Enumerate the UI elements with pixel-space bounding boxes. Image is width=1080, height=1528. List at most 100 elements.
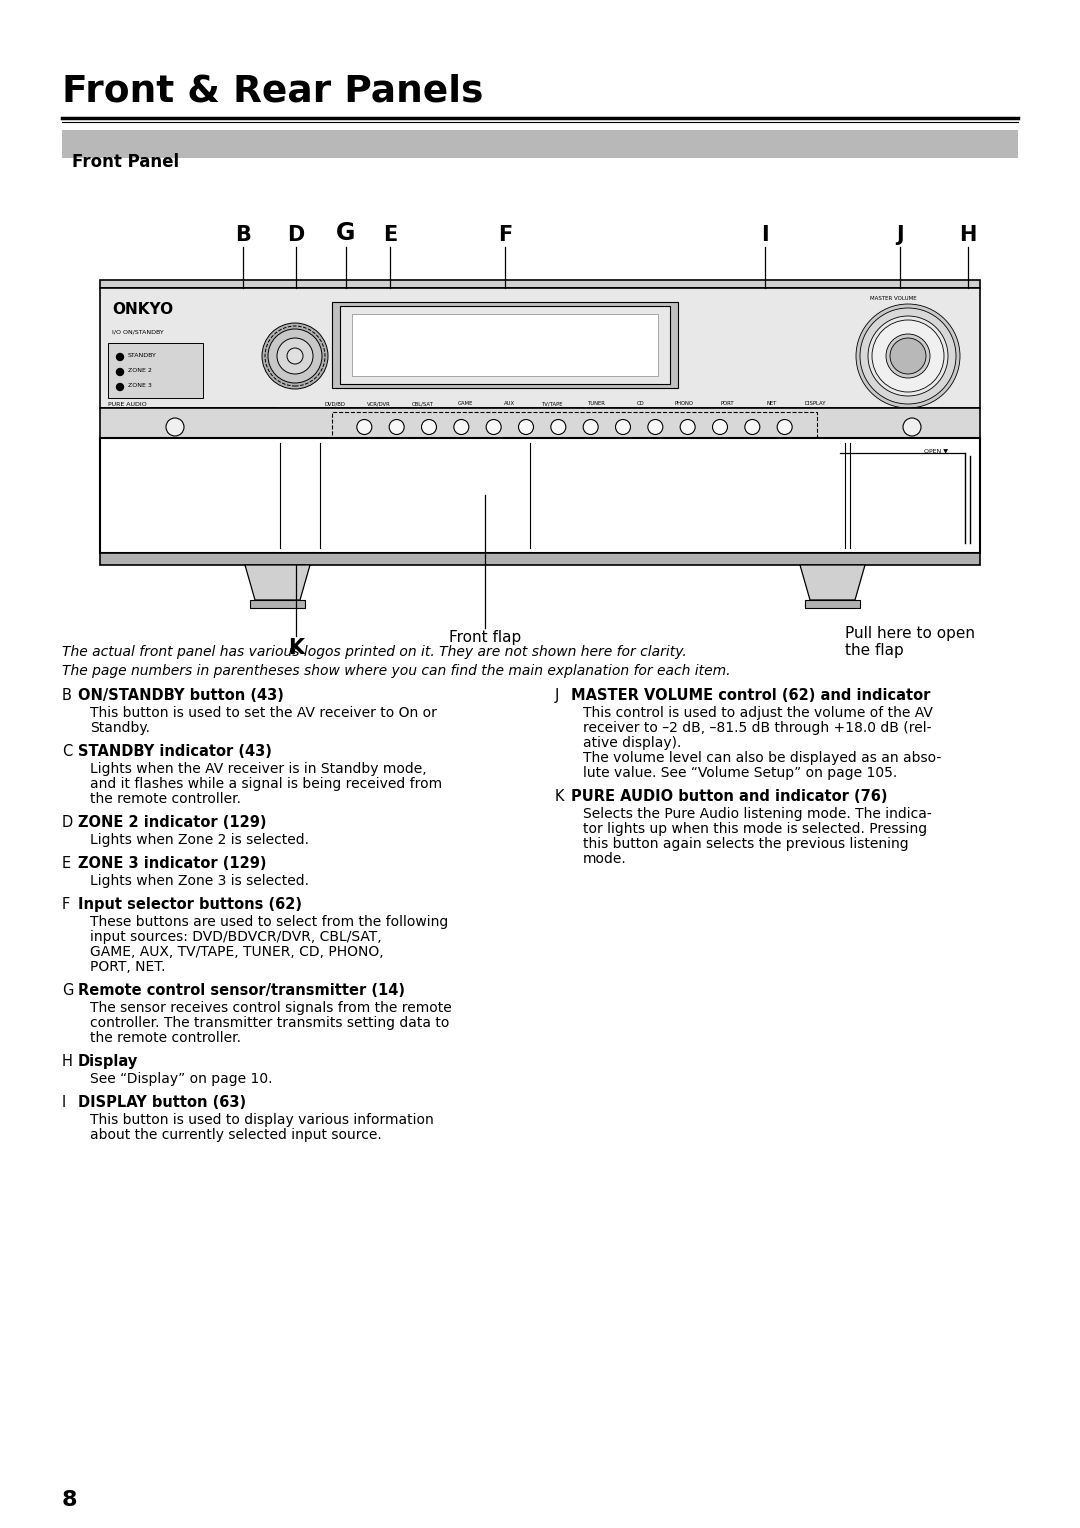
Text: Lights when the AV receiver is in Standby mode,: Lights when the AV receiver is in Standb… (90, 762, 427, 776)
Text: GAME: GAME (458, 400, 474, 406)
Bar (340, 306, 670, 384)
Text: this button again selects the previous listening: this button again selects the previous l… (583, 837, 908, 851)
Circle shape (890, 338, 926, 374)
Text: Front flap: Front flap (449, 630, 522, 645)
Text: TUNER: TUNER (588, 400, 606, 406)
Text: ative display).: ative display). (583, 736, 681, 750)
Text: STANDBY: STANDBY (129, 353, 157, 358)
Text: PURE AUDIO: PURE AUDIO (108, 402, 147, 406)
Text: GAME, AUX, TV/TAPE, TUNER, CD, PHONO,: GAME, AUX, TV/TAPE, TUNER, CD, PHONO, (90, 944, 383, 960)
Bar (108, 342, 203, 397)
Circle shape (872, 319, 944, 393)
Circle shape (389, 420, 404, 434)
Circle shape (518, 420, 534, 434)
Text: This button is used to display various information: This button is used to display various i… (90, 1112, 434, 1128)
Circle shape (276, 338, 313, 374)
Circle shape (421, 420, 436, 434)
Text: Display: Display (78, 1054, 138, 1070)
Text: about the currently selected input source.: about the currently selected input sourc… (90, 1128, 381, 1141)
Text: Front Panel: Front Panel (72, 153, 179, 171)
Text: Remote control sensor/transmitter (14): Remote control sensor/transmitter (14) (78, 983, 405, 998)
Circle shape (778, 420, 792, 434)
Text: Lights when Zone 3 is selected.: Lights when Zone 3 is selected. (90, 874, 309, 888)
Text: ZONE 2 indicator (129): ZONE 2 indicator (129) (78, 814, 267, 830)
Text: H: H (62, 1054, 72, 1070)
Circle shape (713, 420, 728, 434)
Circle shape (117, 353, 123, 361)
Text: TV/TAPE: TV/TAPE (542, 400, 564, 406)
Circle shape (886, 335, 930, 377)
Text: The sensor receives control signals from the remote: The sensor receives control signals from… (90, 1001, 451, 1015)
Text: K: K (555, 788, 565, 804)
Text: Standby.: Standby. (90, 721, 150, 735)
Text: These buttons are used to select from the following: These buttons are used to select from th… (90, 915, 448, 929)
Text: controller. The transmitter transmits setting data to: controller. The transmitter transmits se… (90, 1016, 449, 1030)
Text: The volume level can also be displayed as an abso-: The volume level can also be displayed a… (583, 750, 942, 766)
Text: Selects the Pure Audio listening mode. The indica-: Selects the Pure Audio listening mode. T… (583, 807, 932, 821)
Bar (100, 439, 980, 553)
Text: Input selector buttons (62): Input selector buttons (62) (78, 897, 302, 912)
Text: I: I (62, 1096, 66, 1109)
Text: See “Display” on page 10.: See “Display” on page 10. (90, 1073, 272, 1086)
Bar (332, 303, 678, 388)
Bar (100, 280, 980, 287)
Circle shape (903, 419, 921, 435)
Text: D: D (62, 814, 73, 830)
Bar (100, 287, 980, 408)
Text: The page numbers in parentheses show where you can find the main explanation for: The page numbers in parentheses show whe… (62, 665, 730, 678)
Circle shape (583, 420, 598, 434)
Text: input sources: DVD/BDVCR/DVR, CBL/SAT,: input sources: DVD/BDVCR/DVR, CBL/SAT, (90, 931, 381, 944)
Text: J: J (555, 688, 559, 703)
Text: PORT: PORT (721, 400, 734, 406)
Text: Lights when Zone 2 is selected.: Lights when Zone 2 is selected. (90, 833, 309, 847)
Circle shape (856, 304, 960, 408)
Text: DISPLAY: DISPLAY (805, 400, 826, 406)
Text: D: D (287, 225, 305, 244)
Text: J: J (896, 225, 904, 244)
Text: CBL/SAT: CBL/SAT (411, 400, 433, 406)
Circle shape (860, 309, 956, 403)
Text: ZONE 3 indicator (129): ZONE 3 indicator (129) (78, 856, 267, 871)
Circle shape (551, 420, 566, 434)
Text: Pull here to open
the flap: Pull here to open the flap (845, 626, 975, 659)
Bar (100, 408, 980, 446)
Text: C: C (62, 744, 72, 759)
Circle shape (680, 420, 696, 434)
Text: OPEN ▼: OPEN ▼ (924, 448, 948, 452)
Text: G: G (62, 983, 73, 998)
Bar (62, 130, 1018, 157)
Text: the remote controller.: the remote controller. (90, 1031, 241, 1045)
Circle shape (287, 348, 303, 364)
Text: This button is used to set the AV receiver to On or: This button is used to set the AV receiv… (90, 706, 437, 720)
Text: VCR/DVR: VCR/DVR (367, 400, 391, 406)
Text: AUX: AUX (504, 400, 515, 406)
Text: CD: CD (636, 400, 645, 406)
Bar (100, 553, 980, 565)
Circle shape (616, 420, 631, 434)
Text: PHONO: PHONO (675, 400, 693, 406)
Circle shape (486, 420, 501, 434)
Bar (249, 601, 305, 608)
Text: PORT, NET.: PORT, NET. (90, 960, 165, 973)
Text: receiver to –2 dB, –81.5 dB through +18.0 dB (rel-: receiver to –2 dB, –81.5 dB through +18.… (583, 721, 931, 735)
Text: the remote controller.: the remote controller. (90, 792, 241, 805)
Text: ZONE 3: ZONE 3 (129, 384, 152, 388)
Circle shape (868, 316, 948, 396)
Text: mode.: mode. (583, 853, 626, 866)
Text: PURE AUDIO button and indicator (76): PURE AUDIO button and indicator (76) (571, 788, 888, 804)
Text: H: H (959, 225, 976, 244)
Circle shape (356, 420, 372, 434)
Text: I: I (761, 225, 769, 244)
Text: ZONE 2: ZONE 2 (129, 368, 152, 373)
Bar (805, 601, 860, 608)
Circle shape (117, 368, 123, 376)
Text: MASTER VOLUME: MASTER VOLUME (870, 296, 917, 301)
Circle shape (262, 322, 328, 390)
Text: G: G (336, 222, 355, 244)
Circle shape (166, 419, 184, 435)
Bar (332, 413, 816, 442)
Text: F: F (498, 225, 512, 244)
Text: DISPLAY button (63): DISPLAY button (63) (78, 1096, 246, 1109)
Text: MASTER VOLUME control (62) and indicator: MASTER VOLUME control (62) and indicator (571, 688, 930, 703)
Text: NET: NET (766, 400, 777, 406)
